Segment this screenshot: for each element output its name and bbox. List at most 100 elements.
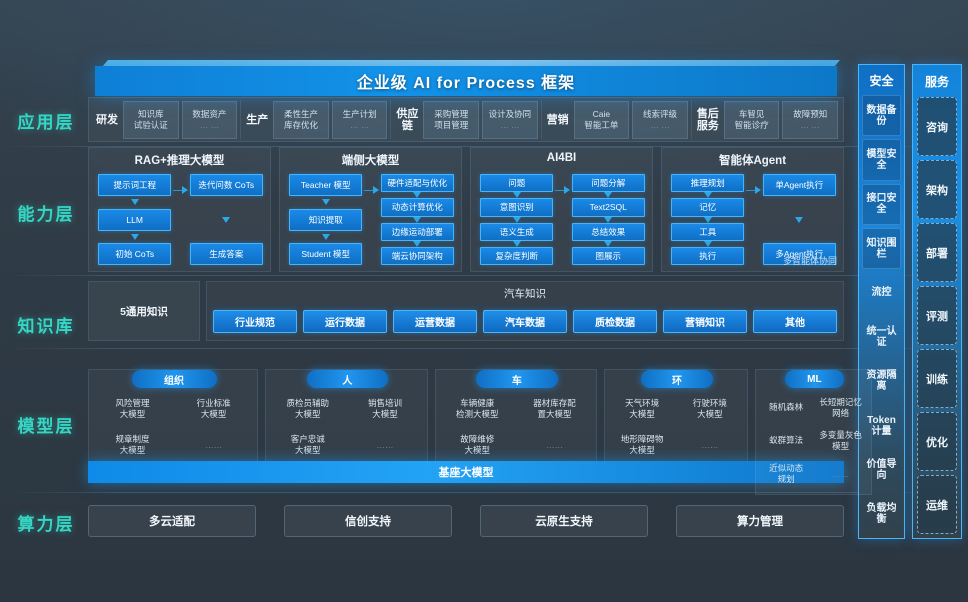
service-item[interactable]: 训练 <box>917 349 957 408</box>
app-cell-line2: … … <box>650 119 670 130</box>
compute-button[interactable]: 多云适配 <box>88 505 256 537</box>
capability-node[interactable]: 边缘运动部署 <box>380 222 454 241</box>
knowledge-chip[interactable]: 营销知识 <box>663 310 747 333</box>
capability-node[interactable]: 迭代问数 CoTs <box>189 174 263 196</box>
service-item[interactable]: 部署 <box>917 223 957 282</box>
capability-node[interactable]: 图展示 <box>571 246 645 265</box>
app-cell[interactable]: 设计及协同… … <box>482 100 538 139</box>
capability-node[interactable]: 生成答案 <box>189 243 263 265</box>
knowledge-chip[interactable]: 行业规范 <box>213 310 297 333</box>
app-group-name: 研发 <box>96 113 118 126</box>
model-cell[interactable]: 风险管理 大模型 <box>115 398 150 419</box>
app-group-name: 售后服务 <box>696 107 719 132</box>
compute-button[interactable]: 信创支持 <box>284 505 452 537</box>
model-cell[interactable]: 天气环境 大模型 <box>625 398 660 419</box>
layer-label-compute: 算力层 <box>17 515 75 534</box>
knowledge-chip[interactable]: 质检数据 <box>573 310 657 333</box>
model-cell[interactable]: …… <box>701 439 719 450</box>
capability-node[interactable]: Text2SQL <box>571 198 645 217</box>
capability-node[interactable]: 工具 <box>671 222 745 241</box>
security-item[interactable]: 流控 <box>871 287 892 299</box>
model-cell[interactable]: 多变量灰色 模型 <box>819 429 862 451</box>
model-cell[interactable]: …… <box>205 439 223 450</box>
security-item[interactable]: 统一认证 <box>866 326 897 349</box>
app-cell[interactable]: Caie 智能工单 <box>573 100 630 139</box>
security-item[interactable]: 知识围栏 <box>862 227 901 270</box>
model-cell[interactable]: 行业标准 大模型 <box>196 398 231 419</box>
capability-node[interactable]: Teacher 模型 <box>289 174 363 196</box>
model-cell[interactable]: 销售培训 大模型 <box>367 398 402 419</box>
service-item[interactable]: 评测 <box>917 286 957 345</box>
model-cell[interactable]: …… <box>832 468 850 479</box>
capability-node[interactable]: Student 模型 <box>289 243 363 265</box>
model-cell[interactable]: 长短期记忆 网络 <box>819 396 862 418</box>
service-item[interactable]: 咨询 <box>917 97 957 156</box>
divider-kn-model <box>0 348 968 349</box>
compute-button[interactable]: 云原生支持 <box>480 505 648 537</box>
app-cell-line2: … … <box>199 119 220 130</box>
capability-node[interactable]: 端云协同架构 <box>380 246 454 265</box>
model-cell[interactable]: 车辆健康 检测大模型 <box>456 398 499 419</box>
model-cell[interactable]: 随机森林 <box>769 402 804 413</box>
capability-node[interactable]: 执行 <box>671 246 745 265</box>
model-cell[interactable]: 行驶环境 大模型 <box>692 398 727 419</box>
security-item[interactable]: 资源隔离 <box>866 370 897 393</box>
app-cell[interactable]: 生产计划… … <box>331 100 388 139</box>
model-panel-pill[interactable]: 组织 <box>131 370 217 388</box>
capability-node[interactable]: 语义生成 <box>480 222 554 241</box>
model-panel-pill[interactable]: 环 <box>641 370 713 388</box>
model-cell[interactable]: 近似动态 规划 <box>769 463 804 485</box>
model-cell[interactable]: 客户忠诚 大模型 <box>290 434 325 455</box>
model-cell[interactable]: 质检员辅助 大模型 <box>286 398 329 419</box>
service-item[interactable]: 优化 <box>917 412 957 471</box>
security-item[interactable]: 模型安全 <box>862 139 901 181</box>
app-cell[interactable]: 故障预知… … <box>782 100 839 139</box>
model-cell[interactable]: …… <box>376 439 394 450</box>
model-panel-pill[interactable]: 车 <box>476 370 558 388</box>
model-cell[interactable]: 蚁群算法 <box>769 435 804 446</box>
capability-node[interactable]: 问题 <box>480 174 554 193</box>
app-cell[interactable]: 柔性生产 库存优化 <box>273 100 329 139</box>
service-item[interactable]: 运维 <box>917 475 957 534</box>
capability-node[interactable]: 推理规划 <box>671 174 745 193</box>
capability-node[interactable]: 总结效果 <box>571 222 645 241</box>
model-cell[interactable]: 规章制度 大模型 <box>115 434 150 455</box>
security-item[interactable]: 负载均衡 <box>866 503 897 526</box>
capability-node[interactable]: 多Agent执行 <box>762 243 836 265</box>
app-cell-line1: 数据资产 <box>192 108 227 119</box>
app-cell[interactable]: 车智见 智能诊疗 <box>723 100 780 139</box>
compute-button[interactable]: 算力管理 <box>676 505 844 537</box>
knowledge-chip[interactable]: 其他 <box>753 310 837 333</box>
capability-node[interactable]: 初始 CoTs <box>98 243 172 265</box>
security-item[interactable]: 价值导向 <box>866 459 897 482</box>
security-item[interactable]: 数据备份 <box>862 95 901 137</box>
model-cell[interactable]: …… <box>546 439 564 450</box>
app-cell[interactable]: 采购管理 项目管理 <box>423 100 480 139</box>
capability-panel-3: 智能体Agent 推理规划 记忆 工具 执行 单Agent执行 多Agent执行 多智能体协同 <box>661 147 844 272</box>
knowledge-chip[interactable]: 运营数据 <box>393 310 477 333</box>
app-cell[interactable]: 数据资产… … <box>181 100 238 139</box>
knowledge-chip[interactable]: 运行数据 <box>303 310 387 333</box>
capability-node[interactable]: 动态计算优化 <box>380 198 454 217</box>
security-item[interactable]: Token计量 <box>867 414 896 437</box>
capability-node[interactable]: 复杂度判断 <box>480 246 554 265</box>
service-item[interactable]: 架构 <box>917 160 957 219</box>
model-cell[interactable]: 器材库存配 置大模型 <box>533 398 576 419</box>
model-cell[interactable]: 地形障碍物 大模型 <box>620 434 664 455</box>
capability-node[interactable]: 意图识别 <box>480 198 554 217</box>
app-cell[interactable]: 知识库 试验认证 <box>123 100 179 139</box>
app-cell[interactable]: 线索评级… … <box>632 100 688 139</box>
security-item[interactable]: 接口安全 <box>862 183 901 225</box>
knowledge-chip[interactable]: 汽车数据 <box>483 310 567 333</box>
model-panel-pill[interactable]: ML <box>785 370 844 388</box>
model-panel-pill[interactable]: 人 <box>306 370 388 388</box>
capability-node[interactable]: 知识提取 <box>289 208 363 231</box>
divider-cap-kn <box>0 275 968 276</box>
capability-node[interactable]: 记忆 <box>671 198 745 217</box>
capability-node[interactable]: LLM <box>98 208 172 231</box>
capability-node[interactable]: 单Agent执行 <box>762 174 836 196</box>
capability-node[interactable]: 提示词工程 <box>98 174 172 196</box>
capability-node[interactable]: 硬件适配与优化 <box>380 174 454 193</box>
capability-node[interactable]: 问题分解 <box>571 174 645 193</box>
model-cell[interactable]: 故障维修 大模型 <box>460 434 495 455</box>
